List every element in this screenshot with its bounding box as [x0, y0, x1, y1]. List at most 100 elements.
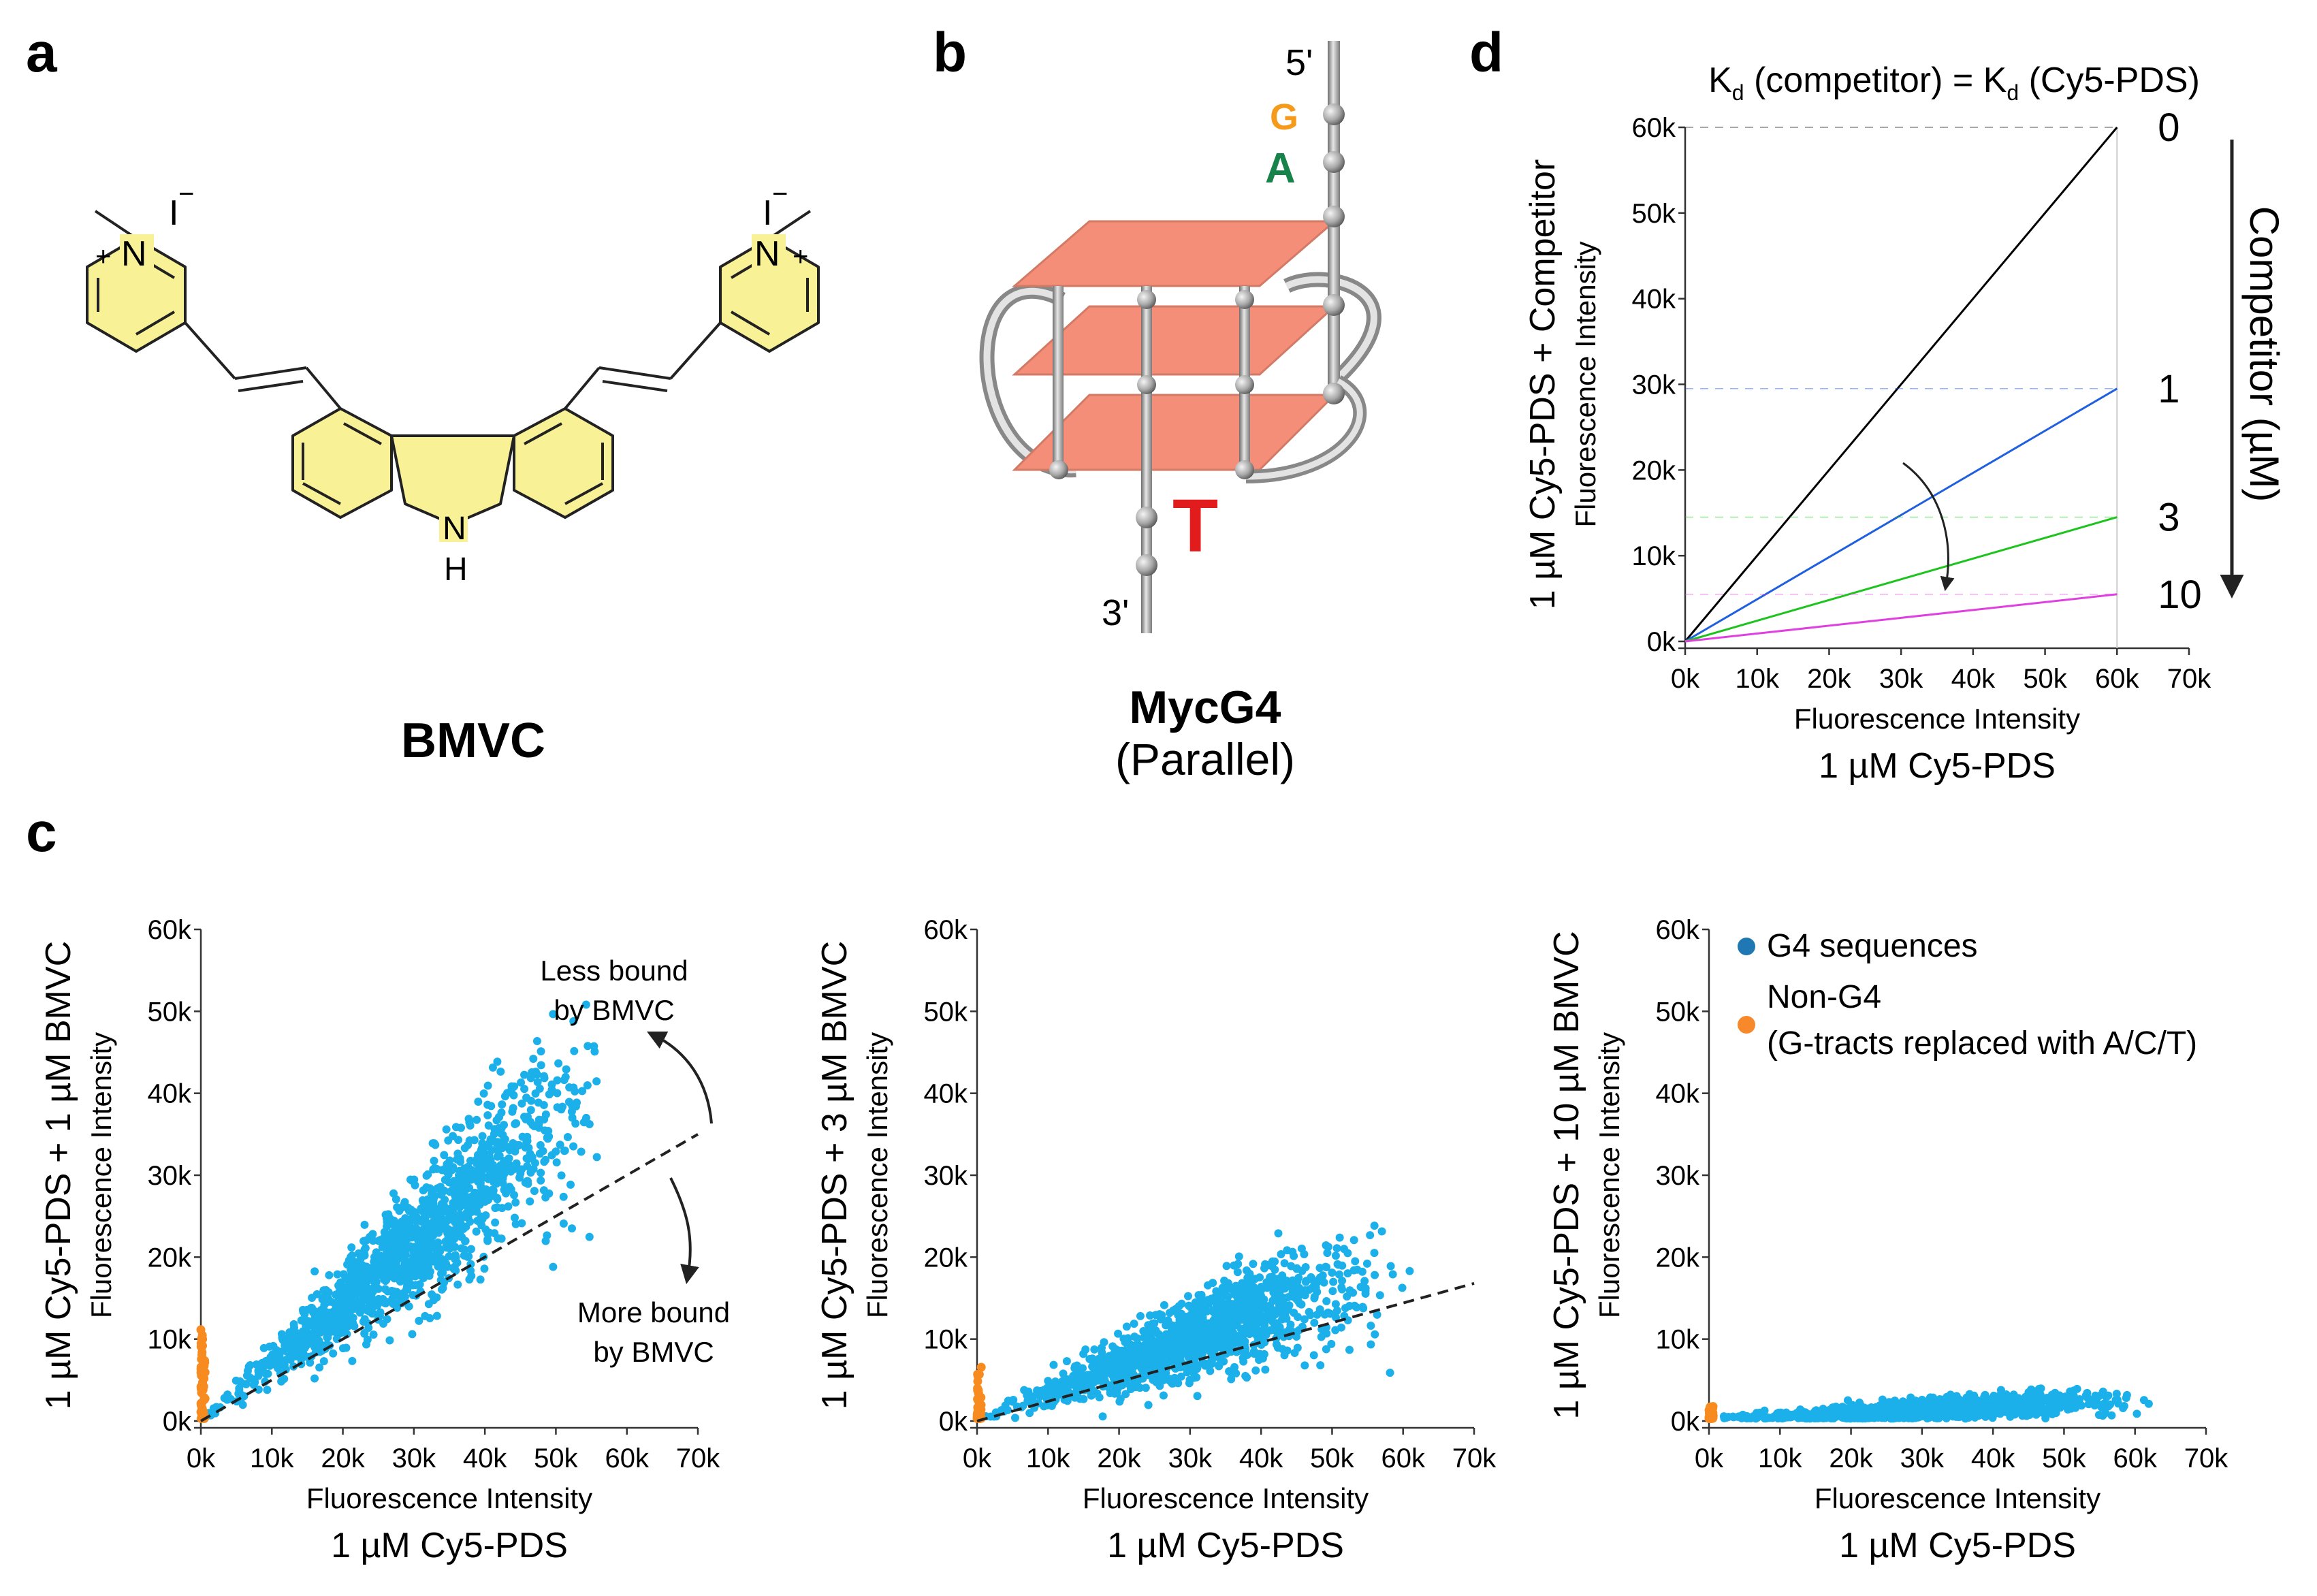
g4-point — [1157, 1311, 1166, 1320]
g4-point — [537, 1047, 545, 1056]
x-tick-label: 0k — [963, 1443, 992, 1473]
pyridinium-ring-left — [86, 237, 187, 353]
g4-point — [2022, 1405, 2031, 1414]
g4-point — [441, 1243, 450, 1252]
series-label-10: 10 — [2158, 573, 2202, 617]
g4-point — [1780, 1413, 1789, 1422]
g4-point — [430, 1254, 439, 1263]
x-tick-label: 30k — [1900, 1443, 1945, 1473]
g4-point — [430, 1156, 438, 1165]
g4-point — [1147, 1335, 1156, 1343]
g4-point — [1309, 1351, 1318, 1360]
g4-point — [1062, 1357, 1071, 1366]
g4-point — [1033, 1386, 1042, 1395]
g4-point — [360, 1245, 369, 1254]
g4-point — [483, 1229, 492, 1238]
g4-point — [526, 1197, 534, 1206]
g4-point — [1186, 1303, 1195, 1312]
g4-point — [549, 1262, 558, 1271]
g4-point — [1241, 1329, 1249, 1338]
g4-point — [285, 1337, 293, 1346]
x-tick-label: 30k — [392, 1443, 436, 1473]
g4-point — [553, 1076, 562, 1085]
g4-point — [1260, 1295, 1268, 1304]
chart-c3: 0k 10k 20k 30k 40k 50k 60k 70k0k10k20k30k40k50k… — [1547, 915, 2228, 1565]
g4-point — [1052, 1390, 1061, 1399]
g4-point — [529, 1055, 538, 1064]
g4-point — [443, 1168, 452, 1177]
g4-point — [281, 1345, 290, 1354]
g4-point — [290, 1329, 299, 1338]
g4-point — [1899, 1405, 1908, 1414]
atom-nh-h: H — [444, 552, 468, 588]
g4-point — [445, 1156, 454, 1165]
g4-point — [398, 1228, 407, 1236]
series-label-0: 0 — [2158, 106, 2179, 150]
g4-point — [1228, 1300, 1237, 1309]
chart-c2: 0k 10k 20k 30k 40k 50k 60k 70k0k10k20k30k40k50k… — [815, 915, 1497, 1565]
g4-point — [1072, 1361, 1081, 1370]
g4-point — [534, 1119, 543, 1128]
g4-point — [277, 1330, 286, 1339]
panel-letter-c: c — [26, 801, 57, 863]
base-a: A — [1265, 145, 1296, 192]
g4-point — [2035, 1396, 2044, 1405]
g4-point — [1168, 1379, 1177, 1388]
carbazole-ring-right — [513, 407, 614, 519]
g4-point — [1266, 1301, 1275, 1310]
g4-point — [362, 1236, 371, 1245]
g4-point — [1353, 1265, 1362, 1274]
y-tick-label: 50k — [1632, 199, 1676, 229]
y-tick-label: 20k — [148, 1243, 192, 1273]
x-tick-label: 50k — [1310, 1443, 1354, 1473]
g4-point — [516, 1169, 525, 1178]
g4-point — [272, 1345, 281, 1354]
g4-point — [583, 1081, 592, 1090]
g4-point — [1262, 1278, 1271, 1287]
non-g4-point — [974, 1388, 983, 1398]
g4-point — [252, 1360, 261, 1369]
g4-point — [552, 1158, 561, 1167]
chart-d-title: Kd (competitor) = Kd (Cy5-PDS) — [1708, 61, 2200, 105]
y-tick-label: 50k — [1656, 997, 1700, 1027]
g4-point — [266, 1353, 275, 1362]
g4-point — [480, 1264, 489, 1273]
g4-point — [209, 1404, 218, 1413]
g4-point — [436, 1183, 445, 1192]
x-tick-label: 20k — [1829, 1443, 1873, 1473]
g4-point — [263, 1386, 272, 1394]
g4-point — [1989, 1407, 1998, 1416]
g4-point — [478, 1132, 487, 1140]
g4-point — [400, 1292, 409, 1301]
g4-point — [1335, 1233, 1344, 1242]
g4-point — [553, 1089, 562, 1098]
g4-point — [1174, 1379, 1183, 1388]
g4-point — [1125, 1347, 1134, 1356]
g4-point — [360, 1220, 369, 1229]
g4-point — [1227, 1375, 1236, 1384]
y-tick-label: 10k — [1632, 541, 1676, 571]
g4-point — [1277, 1249, 1285, 1258]
g4-point — [1175, 1326, 1183, 1335]
g4-point — [590, 1042, 598, 1051]
g4-point — [487, 1102, 496, 1111]
x-tick-label: 40k — [1951, 664, 1996, 694]
g4-point — [2052, 1405, 2061, 1414]
g4-point — [1251, 1366, 1260, 1375]
g4-point — [1239, 1293, 1247, 1302]
g4-point — [1048, 1380, 1057, 1389]
g4-point — [381, 1211, 390, 1219]
g4-point — [430, 1164, 439, 1172]
g4-point — [462, 1209, 471, 1217]
y-tick-label: 60k — [1656, 915, 1700, 945]
g4-point — [1115, 1364, 1123, 1373]
g4-point — [1327, 1339, 1336, 1348]
g4-point — [1760, 1413, 1769, 1422]
g4-point — [413, 1262, 421, 1271]
x-tick-label: 60k — [605, 1443, 649, 1473]
g4-point — [2144, 1399, 2153, 1408]
g4-point — [517, 1099, 526, 1108]
g4-point — [535, 1149, 544, 1158]
g4-point — [1253, 1288, 1262, 1297]
g4-point — [498, 1100, 507, 1109]
